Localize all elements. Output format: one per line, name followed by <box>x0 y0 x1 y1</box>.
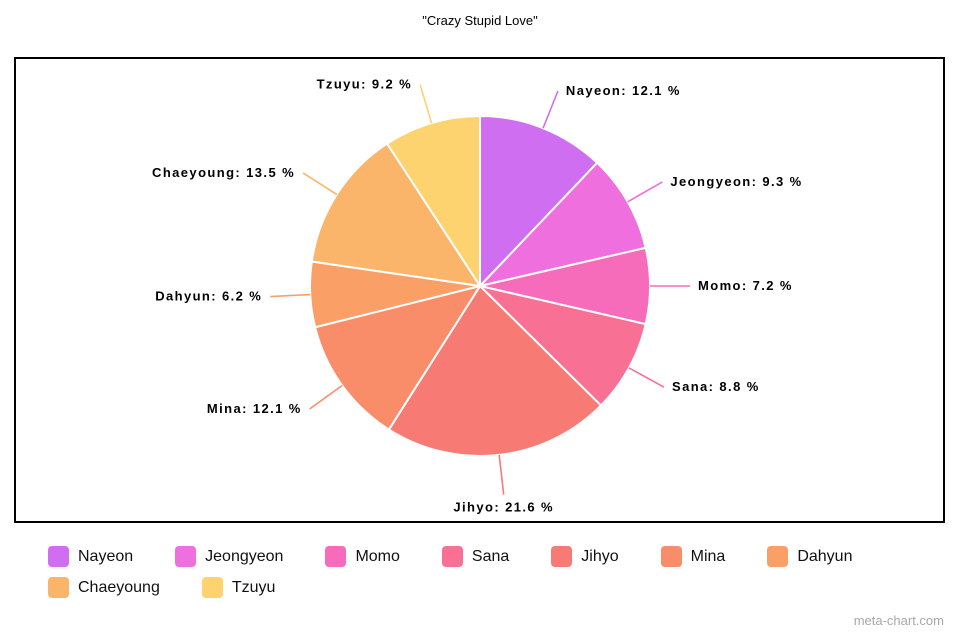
legend-item-mina: Mina <box>660 546 726 567</box>
legend-swatch-jeongyeon <box>175 546 197 567</box>
leader-line-mina <box>309 384 343 410</box>
legend-swatch-nayeon <box>48 546 69 567</box>
leader-line-jihyo <box>498 454 505 495</box>
pie-slice-sana <box>479 285 647 407</box>
legend-swatch-jihyo <box>551 546 573 567</box>
legend-label-tzuyu: Tzuyu <box>231 578 276 596</box>
leader-line-chaeyoung <box>302 172 338 196</box>
pie-slice-jeongyeon <box>479 161 647 287</box>
legend: Nayeon Jeongyeon Momo Sana Jihyo Mina Dahyun Ch… <box>48 546 928 598</box>
legend-label-momo: Momo <box>355 547 400 565</box>
chart-title: "Crazy Stupid Love" <box>422 13 538 28</box>
pie-chart: Nayeon: 12.1 % Jeongyeon: 9.3 % Momo: 7.2 … <box>152 77 802 515</box>
legend-item-dahyun: Dahyun <box>767 546 852 567</box>
legend-label-jihyo: Jihyo <box>581 547 619 565</box>
slice-label-nayeon: Nayeon: 12.1 % <box>566 83 681 98</box>
legend-item-jeongyeon: Jeongyeon <box>175 546 283 567</box>
slice-label-tzuyu: Tzuyu: 9.2 % <box>317 77 413 92</box>
leader-line-nayeon <box>542 90 559 129</box>
leader-line-dahyun <box>270 293 311 298</box>
slice-label-chaeyoung: Chaeyoung: 13.5 % <box>152 165 295 180</box>
leader-line-sana <box>628 367 665 388</box>
chart-frame: Nayeon: 12.1 % Jeongyeon: 9.3 % Momo: 7.2 … <box>14 57 945 523</box>
pie-slice-mina <box>314 285 481 431</box>
slice-label-jeongyeon: Jeongyeon: 9.3 % <box>670 174 802 189</box>
legend-swatch-tzuyu <box>201 577 223 598</box>
slice-label-sana: Sana: 8.8 % <box>672 379 760 394</box>
watermark: meta-chart.com <box>853 613 944 628</box>
legend-item-chaeyoung: Chaeyoung <box>48 577 160 598</box>
slice-label-dahyun: Dahyun: 6.2 % <box>155 289 262 304</box>
leader-line-jeongyeon <box>627 181 663 203</box>
legend-item-momo: Momo <box>325 546 400 567</box>
legend-item-jihyo: Jihyo <box>551 546 619 567</box>
legend-swatch-chaeyoung <box>48 577 69 598</box>
legend-label-mina: Mina <box>690 547 726 565</box>
legend-swatch-momo <box>325 546 347 567</box>
slice-label-momo: Momo: 7.2 % <box>698 278 793 293</box>
legend-label-sana: Sana <box>471 547 510 565</box>
legend-item-tzuyu: Tzuyu <box>201 577 276 598</box>
legend-label-dahyun: Dahyun <box>797 547 853 565</box>
legend-swatch-sana <box>441 546 463 567</box>
legend-swatch-mina <box>660 546 682 567</box>
legend-label-chaeyoung: Chaeyoung <box>78 578 160 596</box>
slice-label-mina: Mina: 12.1 % <box>207 401 302 416</box>
slice-label-jihyo: Jihyo: 21.6 % <box>453 500 554 515</box>
legend-label-nayeon: Nayeon <box>78 547 134 565</box>
legend-item-nayeon: Nayeon <box>48 546 133 567</box>
legend-item-sana: Sana <box>441 546 510 567</box>
leader-line-tzuyu <box>419 84 433 124</box>
legend-swatch-dahyun <box>767 546 789 567</box>
legend-label-jeongyeon: Jeongyeon <box>205 547 284 565</box>
